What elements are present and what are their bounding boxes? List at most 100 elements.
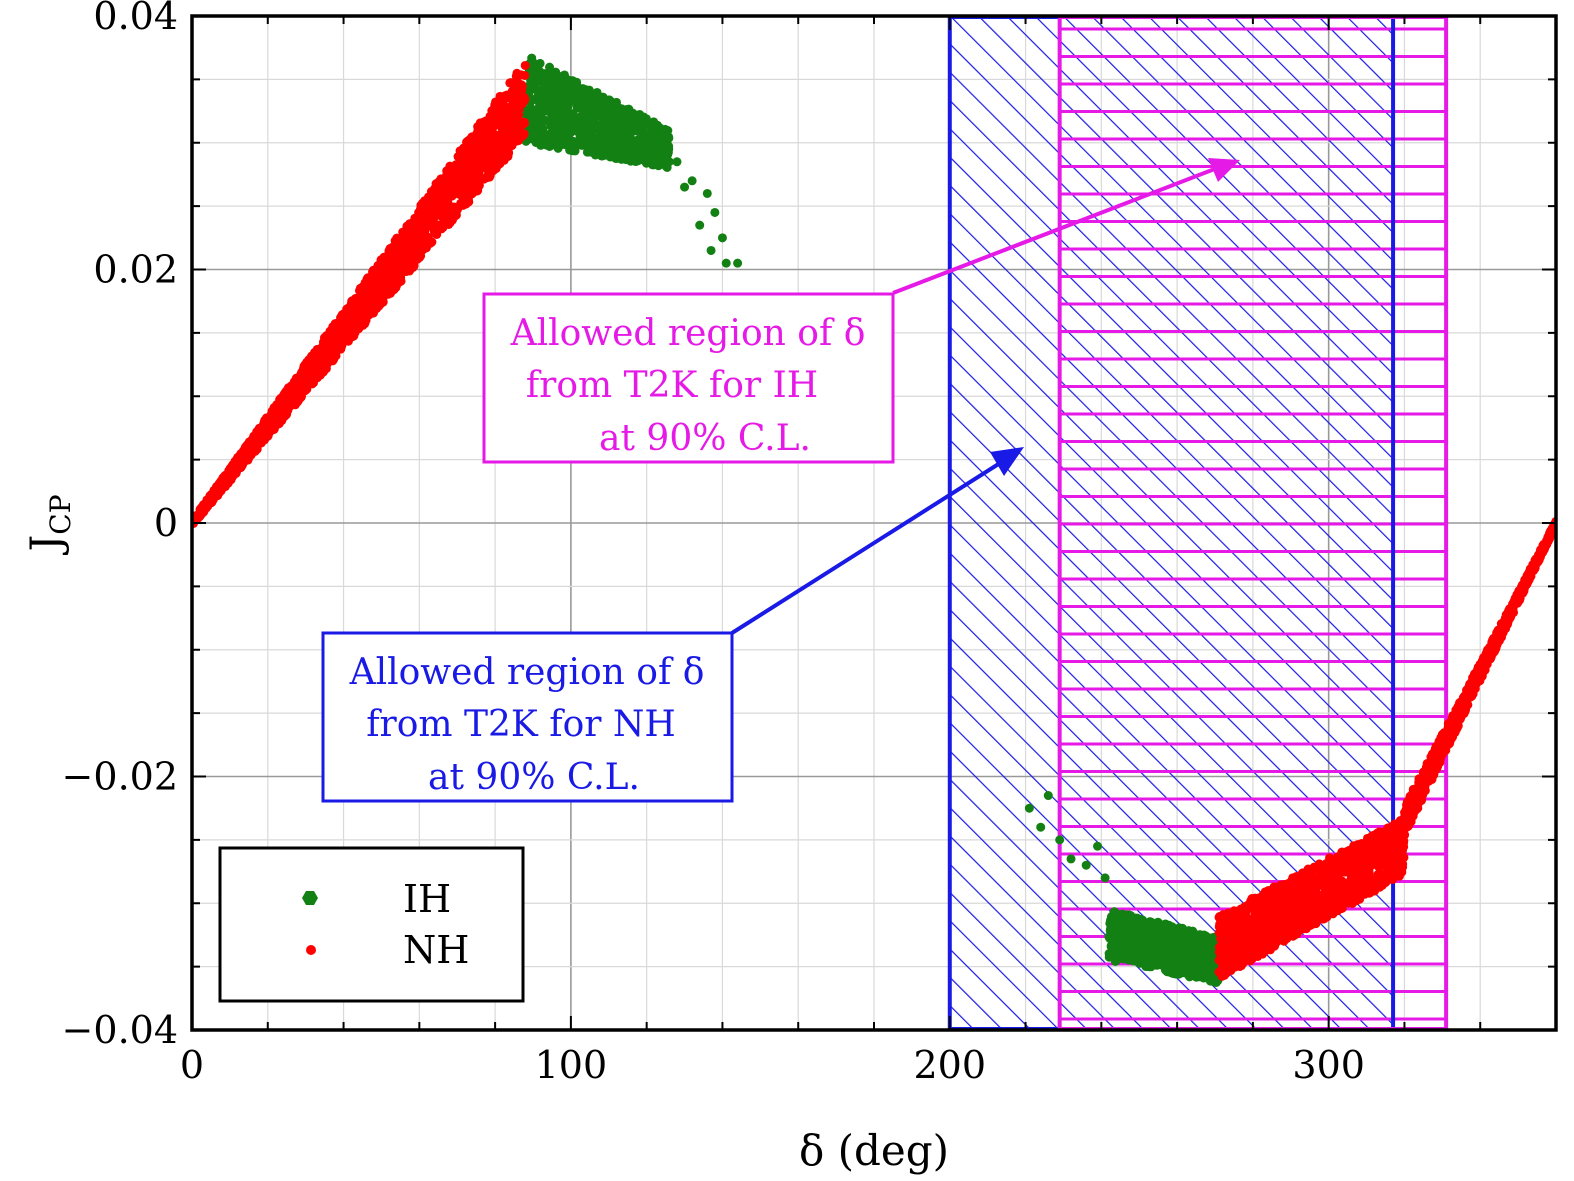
ih-point [540, 91, 550, 101]
nh-point [480, 136, 490, 146]
nh-point [463, 177, 473, 187]
ih-point [1081, 860, 1091, 870]
nh-point [436, 224, 446, 234]
ih-point [558, 135, 568, 145]
ih-point [596, 151, 606, 161]
ih-point [625, 138, 635, 148]
ih-point [562, 124, 572, 134]
ih-point [1207, 943, 1217, 953]
nh-point [1304, 893, 1314, 903]
nh-point [1394, 871, 1404, 881]
nh-point [337, 325, 347, 335]
ih-point [1197, 958, 1207, 968]
nh-point [1216, 941, 1226, 951]
ih-point [583, 141, 593, 151]
ih-point [1114, 923, 1124, 933]
ih-point [1036, 822, 1046, 832]
nh-point [360, 317, 370, 327]
ih-point [539, 129, 549, 139]
nh-point [1272, 937, 1282, 947]
ih-point [530, 114, 540, 124]
nh-point [1226, 937, 1236, 947]
ih-point [573, 139, 583, 149]
ih-point [1100, 873, 1110, 883]
nh-point [330, 319, 340, 329]
nh-point [339, 315, 349, 325]
ih-point [1137, 920, 1147, 930]
ih-point [545, 62, 555, 72]
nh-point [447, 163, 457, 173]
ih-point [639, 128, 649, 138]
nh-point [1381, 853, 1391, 863]
nh-point [357, 290, 367, 300]
ih-point [594, 106, 604, 116]
ih-point [529, 75, 539, 85]
nh-point [429, 226, 439, 236]
ih-point [1159, 944, 1169, 954]
nh-point [1376, 842, 1386, 852]
nh-point [1383, 874, 1393, 884]
nh-point [430, 191, 440, 201]
nh-point [1269, 900, 1279, 910]
ih-point [624, 132, 634, 142]
ih-point [717, 233, 727, 243]
ih-point [561, 103, 571, 113]
ih-point [1108, 943, 1118, 953]
ih-point [680, 182, 690, 192]
nh-point [1318, 903, 1328, 913]
ih-point [590, 96, 600, 106]
ih-point [1179, 932, 1189, 942]
ih-point [599, 97, 609, 107]
ih-point [560, 73, 570, 83]
nh-point [349, 306, 359, 316]
nh-point [1225, 927, 1235, 937]
nh-point [300, 362, 310, 372]
nh-point [503, 92, 513, 102]
nh-point [255, 435, 265, 445]
ih-point [640, 114, 650, 124]
nh-point [1307, 915, 1317, 925]
nh-point [424, 217, 434, 227]
ih-point [583, 125, 593, 135]
nh-point [1255, 915, 1265, 925]
nh-point [462, 137, 472, 147]
ih-point [599, 128, 609, 138]
nh-point [1217, 952, 1227, 962]
nh-point [427, 204, 437, 214]
nh-point [446, 214, 456, 224]
nh-point [265, 417, 275, 427]
ih-point [661, 144, 671, 154]
nh-point [1349, 841, 1359, 851]
nh-point [1225, 955, 1235, 965]
ih-point [542, 78, 552, 88]
nh-point [459, 186, 469, 196]
nh-point [492, 97, 502, 107]
ih-point [611, 127, 621, 137]
nh-point [1338, 897, 1348, 907]
ih-point [559, 112, 569, 122]
nh-point [1399, 852, 1409, 862]
nh-point [1326, 856, 1336, 866]
nh-point [416, 200, 426, 210]
ih-point [706, 245, 716, 255]
nh-point [496, 117, 506, 127]
nh-point [1292, 908, 1302, 918]
ih-point [1055, 835, 1065, 845]
nh-point [1303, 864, 1313, 874]
ih-point [547, 134, 557, 144]
nh-point [1239, 939, 1249, 949]
nh-point [378, 277, 388, 287]
nh-point [323, 356, 333, 366]
nh-point [512, 135, 522, 145]
ih-point [1168, 949, 1178, 959]
ih-point [1146, 941, 1156, 951]
ih-point [523, 111, 533, 121]
nh-point [500, 102, 510, 112]
nh-point [473, 172, 483, 182]
ih-point [544, 105, 554, 115]
ih-point [1199, 933, 1209, 943]
nh-point [1383, 828, 1393, 838]
ih-point [1066, 854, 1076, 864]
nh-point [1263, 888, 1273, 898]
